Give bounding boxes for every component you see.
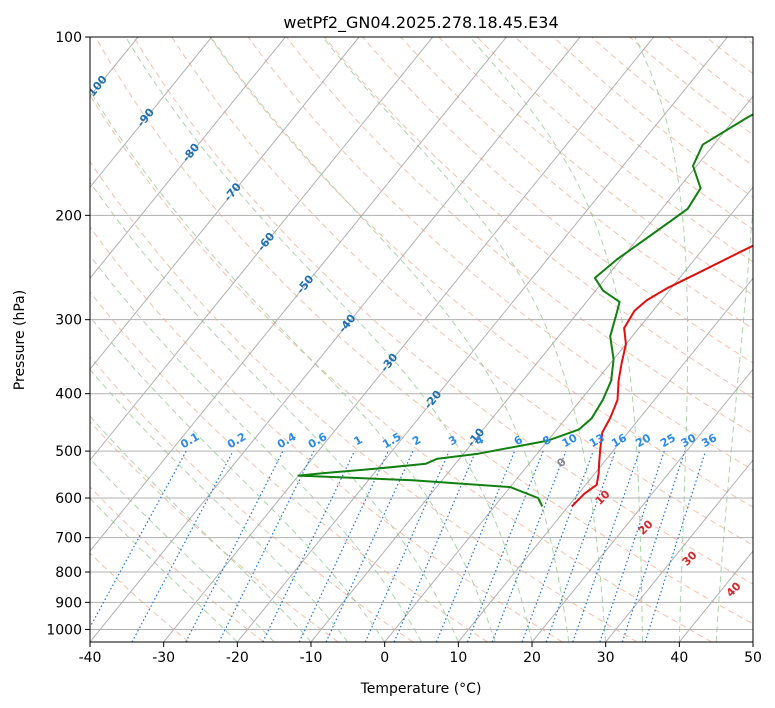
axes: -40 -30 -20 -10 0 10 20 30 40 50 100 200 300 400 500 60… [46, 30, 762, 666]
isotherm-line [90, 37, 581, 642]
dry-adiabat [90, 486, 264, 642]
dry-adiabat [285, 37, 753, 435]
y-tick-label: 900 [55, 595, 82, 611]
dry-adiabat [90, 420, 339, 642]
dry-adiabat [553, 37, 753, 198]
mixing-ratio-line [599, 450, 665, 642]
plot-frame [89, 36, 754, 643]
dry-adiabat [95, 37, 753, 625]
dry-adiabat [400, 37, 753, 330]
x-tick-label: -10 [300, 650, 323, 666]
temperature-profile-line [571, 244, 753, 508]
mixing-ratio-line [325, 450, 414, 642]
moist-adiabat [90, 181, 459, 642]
dry-adiabat [90, 160, 638, 642]
isotherm-line [310, 95, 753, 642]
isotherm-line [90, 37, 286, 280]
isotherm-line [531, 368, 753, 642]
isotherm-line [90, 37, 434, 461]
x-tick-label: -20 [226, 650, 249, 666]
x-tick-label: 30 [597, 650, 615, 666]
y-axis-label: Pressure (hPa) [12, 290, 28, 390]
isotherm-line [90, 37, 360, 370]
mixing-ratio-line [545, 450, 616, 642]
x-tick-label: 40 [670, 650, 688, 666]
moist-adiabat [210, 37, 570, 642]
isotherm-line [384, 186, 753, 642]
moist-adiabat [90, 254, 422, 642]
dry-adiabat [171, 37, 753, 546]
dry-adiabat [362, 37, 753, 364]
y-tick-label: 800 [55, 565, 82, 581]
dewpoint-profile-line [297, 113, 753, 507]
dry-adiabat [90, 94, 712, 642]
x-axis-label: Temperature (°C) [360, 681, 482, 697]
y-tick-label: 100 [55, 30, 82, 46]
y-tick-label: 300 [55, 313, 82, 329]
plot-area: -100-90-80-70-60-50-40-30-20-100.1 0.2 0.4… [90, 37, 753, 642]
x-tick-label: 50 [744, 650, 762, 666]
mixing-ratio-line [262, 450, 355, 642]
x-tick-label: -40 [79, 650, 102, 666]
y-tick-label: 700 [55, 531, 82, 547]
moist-adiabat [90, 415, 312, 642]
moist-adiabat [90, 497, 238, 642]
dry-adiabat [90, 291, 488, 642]
dry-adiabat [90, 226, 563, 642]
mixing-ratio-line [644, 450, 707, 642]
y-tick-label: 600 [55, 491, 82, 507]
mixing-ratio-line [298, 450, 389, 642]
mixing-ratio-line [572, 450, 641, 642]
isotherm-line [90, 37, 213, 189]
moist-adiabat [322, 37, 607, 642]
isotherm-line [90, 37, 507, 552]
x-tick-label: 20 [523, 650, 541, 666]
x-tick-label: -30 [152, 650, 175, 666]
moist-adiabat [90, 90, 496, 642]
mixing-ratio-line [364, 450, 450, 642]
y-tick-label: 400 [55, 387, 82, 403]
isotherm-line [163, 37, 655, 642]
chart-title: wetPf2_GN04.2025.278.18.45.E34 [283, 13, 558, 33]
moist-adiabat [125, 37, 533, 642]
isotherm-line [457, 277, 753, 642]
mixing-ratio-line [621, 450, 686, 642]
moist-adiabat [715, 198, 753, 642]
dry-adiabat [514, 37, 753, 230]
x-tick-label: 10 [449, 650, 467, 666]
mixing-ratio-line [90, 450, 187, 629]
moist-adiabat [634, 37, 689, 642]
isotherm-line [605, 459, 753, 642]
y-tick-label: 500 [55, 444, 82, 460]
x-tick-label: 0 [380, 650, 389, 666]
y-tick-label: 1000 [46, 622, 82, 638]
isotherm-line [236, 37, 728, 642]
dry-adiabat [209, 37, 753, 508]
y-tick-label: 200 [55, 208, 82, 224]
